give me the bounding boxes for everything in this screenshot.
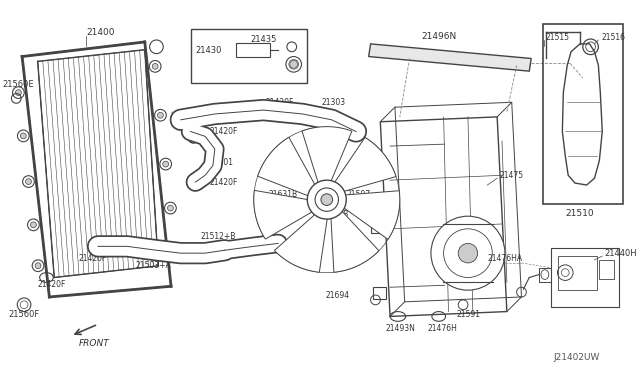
Circle shape	[15, 90, 21, 96]
Text: 21560F: 21560F	[8, 310, 40, 319]
Text: 21512+B: 21512+B	[200, 232, 236, 241]
Text: 21510: 21510	[565, 209, 594, 218]
Text: 21420F: 21420F	[38, 280, 66, 289]
Circle shape	[157, 112, 163, 118]
Circle shape	[31, 222, 36, 228]
Text: 21440H: 21440H	[604, 248, 637, 258]
Circle shape	[20, 133, 26, 139]
Bar	[539, 268, 550, 282]
Text: 21496N: 21496N	[421, 32, 456, 41]
Polygon shape	[38, 50, 158, 278]
Polygon shape	[258, 137, 316, 196]
Text: 21503+A: 21503+A	[135, 261, 171, 270]
Text: 21420F: 21420F	[266, 98, 294, 107]
Text: 21420F: 21420F	[210, 177, 238, 187]
Circle shape	[26, 179, 31, 185]
Circle shape	[168, 205, 173, 211]
Text: 21475: 21475	[499, 171, 524, 180]
Text: 21430: 21430	[195, 46, 221, 55]
Text: 21501: 21501	[210, 158, 234, 167]
Text: 21303: 21303	[322, 98, 346, 107]
Text: 21560E: 21560E	[3, 80, 35, 89]
Text: 21597: 21597	[346, 190, 371, 199]
Text: 21694: 21694	[325, 291, 349, 299]
Polygon shape	[331, 210, 379, 272]
Circle shape	[321, 194, 333, 205]
Text: 21435: 21435	[251, 35, 277, 44]
Circle shape	[35, 263, 41, 269]
Text: 21476HA: 21476HA	[488, 254, 522, 263]
Bar	[550, 248, 619, 307]
Circle shape	[163, 161, 168, 167]
Polygon shape	[254, 190, 314, 239]
Text: J21402UW: J21402UW	[554, 353, 600, 362]
Bar	[371, 219, 386, 233]
Text: 21420F: 21420F	[210, 127, 238, 136]
Text: 21400: 21400	[86, 28, 115, 37]
Polygon shape	[22, 42, 171, 297]
Text: FRONT: FRONT	[79, 339, 109, 348]
Text: 21420F: 21420F	[79, 254, 107, 263]
Text: 21493N: 21493N	[385, 324, 415, 333]
Polygon shape	[342, 191, 400, 240]
Text: 21516: 21516	[602, 33, 625, 42]
Circle shape	[458, 243, 477, 263]
Polygon shape	[275, 214, 328, 272]
Text: 21476H: 21476H	[427, 324, 457, 333]
Bar	[191, 29, 307, 83]
Bar	[372, 287, 386, 299]
Text: 21631B: 21631B	[268, 190, 298, 199]
Circle shape	[290, 60, 298, 68]
Text: 21515: 21515	[546, 33, 570, 42]
Bar	[543, 25, 623, 205]
Polygon shape	[334, 137, 396, 192]
Text: 21420F: 21420F	[283, 251, 312, 260]
Circle shape	[152, 64, 158, 69]
Circle shape	[431, 216, 505, 290]
Bar	[599, 260, 614, 279]
Text: 21591: 21591	[456, 310, 480, 319]
Text: 21440B: 21440B	[320, 210, 349, 219]
Bar	[236, 43, 270, 57]
Polygon shape	[302, 126, 352, 184]
Circle shape	[307, 180, 346, 219]
Circle shape	[172, 247, 178, 253]
Polygon shape	[369, 44, 531, 71]
Bar	[559, 256, 597, 290]
